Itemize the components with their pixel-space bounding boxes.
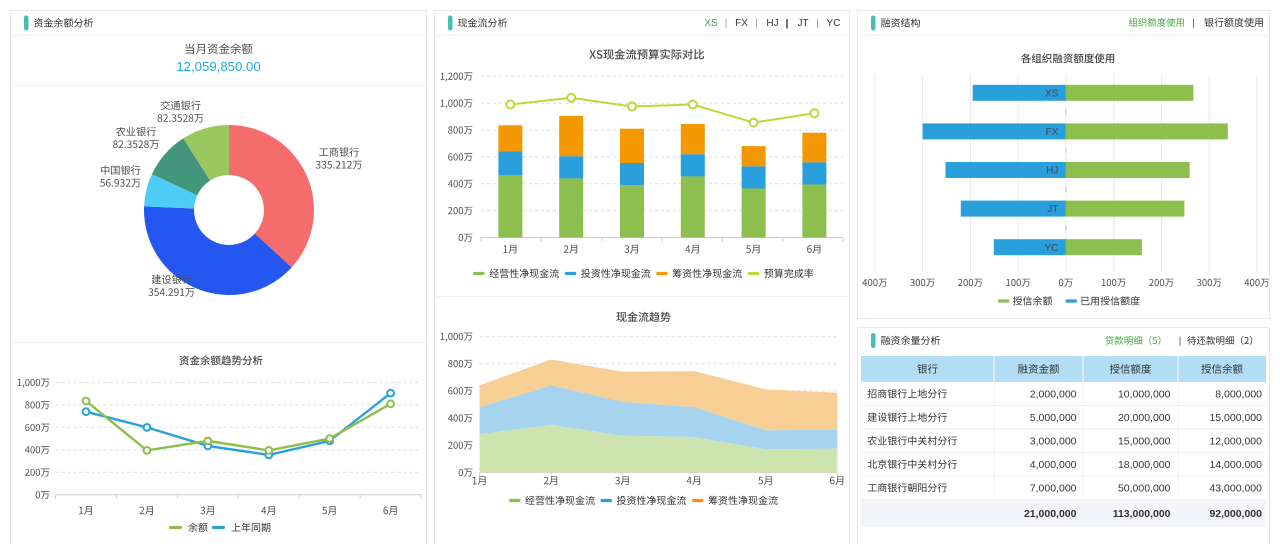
svg-text:5,000,000: 5,000,000 [1030,412,1077,424]
svg-text:FX: FX [1046,127,1059,138]
svg-text:4,000,000: 4,000,000 [1030,459,1077,471]
svg-text:8,000,000: 8,000,000 [1215,389,1262,401]
svg-text:HJ: HJ [1046,166,1058,177]
svg-text:HJ: HJ [766,18,778,29]
svg-text:113,000,000: 113,000,000 [1113,508,1171,520]
svg-text:21,000,000: 21,000,000 [1024,508,1077,520]
svg-text:3,000,000: 3,000,000 [1030,436,1077,448]
svg-text:|: | [725,18,728,29]
svg-text:7,000,000: 7,000,000 [1030,483,1077,495]
svg-text:|: | [1192,18,1195,29]
svg-text:20,000,000: 20,000,000 [1118,412,1171,424]
svg-text:18,000,000: 18,000,000 [1118,459,1171,471]
svg-text:12,000,000: 12,000,000 [1209,436,1262,448]
svg-text:10,000,000: 10,000,000 [1118,389,1171,401]
svg-text:FX: FX [735,18,748,29]
svg-text:|: | [786,17,789,29]
svg-text:15,000,000: 15,000,000 [1118,436,1171,448]
svg-text:15,000,000: 15,000,000 [1209,412,1262,424]
svg-text:12,059,850.00: 12,059,850.00 [176,59,260,74]
svg-text:YC: YC [1044,243,1058,254]
svg-text:2,000,000: 2,000,000 [1030,389,1077,401]
svg-text:|: | [1179,336,1182,347]
svg-text:|: | [816,18,819,29]
svg-text:50,000,000: 50,000,000 [1118,483,1171,495]
svg-text:92,000,000: 92,000,000 [1209,508,1262,520]
svg-text:XS: XS [1045,88,1059,99]
svg-text:JT: JT [1047,204,1058,215]
svg-text:43,000,000: 43,000,000 [1209,483,1262,495]
svg-text:JT: JT [797,18,808,29]
svg-text:XS: XS [704,18,718,29]
svg-text:YC: YC [827,18,841,29]
svg-text:|: | [755,18,758,29]
svg-text:14,000,000: 14,000,000 [1209,459,1262,471]
